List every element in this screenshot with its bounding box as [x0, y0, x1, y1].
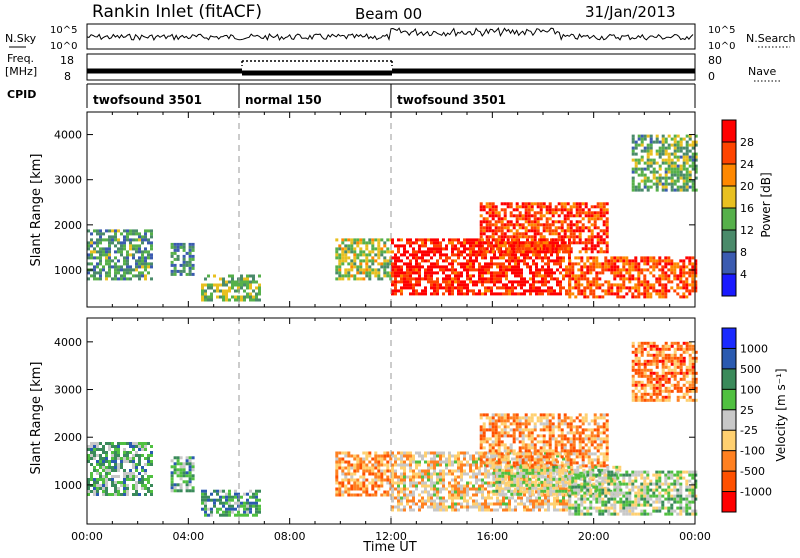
colorbar-swatch [722, 451, 736, 471]
nsky-trace [87, 28, 693, 40]
nsearch-tick-top: 10^5 [708, 25, 735, 36]
nave-label: Nave [748, 65, 776, 78]
colorbar-swatch [722, 328, 736, 348]
heatmap-region [87, 442, 153, 496]
heatmap-region [480, 413, 609, 467]
colorbar-swatch [722, 410, 736, 430]
colorbar-swatch [722, 471, 736, 491]
heatmap-region [171, 456, 195, 492]
freq-trace [87, 71, 695, 73]
colorbar-tick-label: 500 [740, 363, 761, 376]
heatmap-region [335, 238, 392, 280]
heatmap-region [568, 256, 697, 298]
y-tick-label: 2000 [54, 219, 82, 232]
colorbar-tick-label: 100 [740, 383, 761, 396]
heatmap-region [201, 490, 261, 517]
colorbar-swatch [722, 208, 736, 230]
heatmap-region [632, 135, 698, 192]
cpid-segment-label: twofsound 3501 [93, 93, 202, 107]
cpid-segment-label: twofsound 3501 [397, 93, 506, 107]
colorbar-swatch [722, 252, 736, 274]
colorbar-tick-label: 20 [740, 180, 754, 193]
power-colorbar: 4 8 12 16 20 24 28 [722, 120, 754, 296]
freq-panel [87, 54, 695, 80]
heatmap-region [171, 243, 195, 276]
power-heatmap [87, 135, 698, 302]
nsky-panel [87, 24, 695, 49]
cpid-label: CPID [7, 88, 36, 101]
heatmap-region [632, 342, 698, 402]
power-panel: 1000 2000 3000 4000 [54, 112, 698, 307]
y-tick-label: 3000 [54, 384, 82, 397]
x-tick-label: 20:00 [578, 530, 610, 543]
cpid-strip: twofsound 3501 normal 150 twofsound 3501 [87, 84, 695, 108]
heatmap-region [201, 275, 261, 302]
y-tick-label: 4000 [54, 129, 82, 142]
x-tick-label: 04:00 [172, 530, 204, 543]
colorbar-tick-label: 12 [740, 224, 754, 237]
y-tick-label: 1000 [54, 479, 82, 492]
velocity-colorbar-label: Velocity [m s⁻¹] [774, 368, 788, 461]
colorbar-tick-label: -1000 [740, 486, 772, 499]
y-tick-label: 4000 [54, 336, 82, 349]
freq-unit: [MHz] [5, 65, 37, 78]
x-tick-label: 08:00 [274, 530, 306, 543]
colorbar-swatch [722, 369, 736, 389]
nave-tick-top: 80 [708, 54, 722, 67]
velocity-ylabel: Slant Range [km] [29, 362, 44, 475]
velocity-heatmap [87, 342, 698, 517]
nave-trace [242, 61, 392, 66]
x-tick-label: 16:00 [476, 530, 508, 543]
colorbar-tick-label: -25 [740, 424, 758, 437]
colorbar-tick-label: 8 [740, 246, 747, 259]
colorbar-tick-label: -100 [740, 445, 765, 458]
date-title: 31/Jan/2013 [585, 3, 676, 21]
colorbar-swatch [722, 274, 736, 296]
colorbar-tick-label: 25 [740, 404, 754, 417]
nave-tick-bottom: 0 [708, 70, 715, 83]
freq-tick-bottom: 8 [64, 70, 71, 83]
station-title: Rankin Inlet (fitACF) [92, 2, 262, 22]
freq-label: Freq. [7, 52, 34, 65]
nsky-tick-top: 10^5 [50, 25, 77, 36]
x-tick-label: 00:00 [679, 530, 711, 543]
colorbar-tick-label: 24 [740, 158, 754, 171]
colorbar-tick-label: 16 [740, 202, 754, 215]
power-colorbar-label: Power [dB] [759, 172, 773, 237]
beam-title: Beam 00 [355, 5, 422, 23]
colorbar-swatch [722, 230, 736, 252]
heatmap-region [87, 229, 153, 280]
x-tick-label: 00:00 [71, 530, 103, 543]
colorbar-tick-label: 1000 [740, 342, 768, 355]
colorbar-swatch [722, 164, 736, 186]
colorbar-swatch [722, 142, 736, 164]
power-ylabel: Slant Range [km] [29, 154, 44, 267]
colorbar-tick-label: -500 [740, 465, 765, 478]
x-axis-label: Time UT [362, 540, 416, 554]
nsearch-label: N.Search [746, 32, 796, 45]
y-tick-label: 3000 [54, 174, 82, 187]
colorbar-tick-label: 28 [740, 136, 754, 149]
velocity-colorbar: 1000 500 100 25 -25 -100 -500 -1000 [722, 328, 772, 512]
nsky-tick-bottom: 10^0 [50, 41, 77, 52]
colorbar-swatch [722, 389, 736, 409]
heatmap-region [335, 452, 392, 497]
heatmap-region [480, 202, 609, 253]
freq-tick-top: 18 [60, 54, 74, 67]
colorbar-swatch [722, 186, 736, 208]
nsky-label: N.Sky [5, 32, 37, 45]
colorbar-swatch [722, 348, 736, 368]
colorbar-swatch [722, 430, 736, 450]
colorbar-tick-label: 4 [740, 268, 747, 281]
y-tick-label: 1000 [54, 264, 82, 277]
cpid-segment-label: normal 150 [245, 93, 322, 107]
y-tick-label: 2000 [54, 431, 82, 444]
nsearch-tick-bottom: 10^0 [708, 41, 735, 52]
colorbar-swatch [722, 492, 736, 512]
colorbar-swatch [722, 120, 736, 142]
